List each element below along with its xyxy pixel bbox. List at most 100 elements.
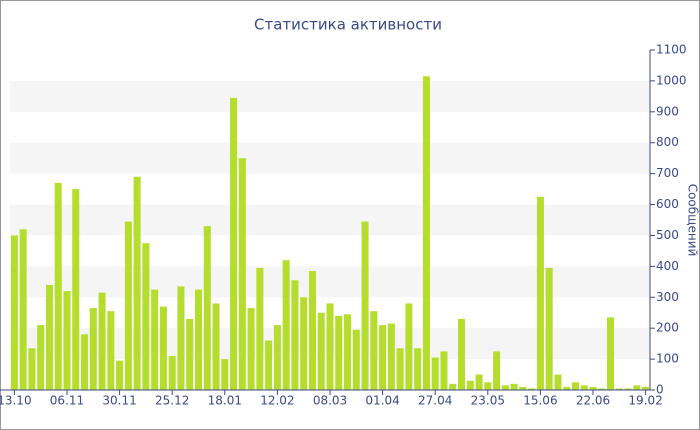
x-tick-label: 30.11: [102, 394, 136, 408]
bar: [28, 348, 36, 390]
bar: [615, 388, 623, 390]
bar: [308, 271, 316, 390]
y-tick-label: 1000: [656, 73, 687, 87]
bar: [422, 76, 430, 390]
bar: [265, 340, 273, 390]
x-tick-label: 12.02: [260, 394, 294, 408]
x-tick-label: 08.03: [313, 394, 347, 408]
y-tick-label: 800: [656, 135, 679, 149]
bar: [352, 329, 360, 390]
x-tick-label: 15.06: [523, 394, 557, 408]
bar: [493, 351, 501, 390]
y-tick-label: 1100: [656, 43, 687, 57]
bar: [37, 325, 45, 390]
bar: [519, 386, 527, 390]
grid-band: [10, 204, 650, 236]
bar: [221, 359, 229, 390]
bar: [458, 318, 466, 390]
bar: [475, 374, 483, 390]
bar: [107, 311, 115, 390]
bar: [536, 196, 544, 390]
bar: [273, 325, 281, 390]
bar: [528, 388, 536, 390]
bar: [230, 97, 238, 390]
chart-title: Статистика активности: [254, 16, 442, 34]
bar: [133, 176, 141, 390]
x-tick-label: 01.04: [365, 394, 399, 408]
bar: [335, 315, 343, 390]
x-tick-label: 27.04: [418, 394, 452, 408]
y-tick-label: 900: [656, 104, 679, 118]
bar: [256, 267, 264, 390]
bar: [177, 286, 185, 390]
bar: [370, 311, 378, 390]
y-tick-label: 100: [656, 352, 679, 366]
bar: [151, 289, 159, 390]
x-tick-label: 25.12: [155, 394, 189, 408]
y-tick-label: 600: [656, 197, 679, 211]
bar: [607, 317, 615, 390]
y-tick-label: 500: [656, 228, 679, 242]
bar: [10, 235, 18, 390]
bar: [203, 226, 211, 390]
bar: [89, 308, 97, 390]
x-tick-label: 06.11: [50, 394, 84, 408]
bar: [598, 388, 606, 390]
y-axis-label: Сообщений: [686, 184, 700, 257]
bar: [282, 260, 290, 390]
bar: [440, 351, 448, 390]
bar: [361, 221, 369, 390]
grid-band: [10, 80, 650, 112]
bar: [563, 386, 571, 390]
x-tick-label: 23.05: [471, 394, 505, 408]
bar: [291, 280, 299, 390]
bar: [554, 374, 562, 390]
y-tick-label: 200: [656, 321, 679, 335]
y-tick-label: 0: [656, 383, 664, 397]
x-tick-label: 22.06: [576, 394, 610, 408]
bar: [19, 229, 27, 390]
bar: [81, 334, 89, 390]
y-tick-label: 400: [656, 259, 679, 273]
bar: [54, 182, 62, 390]
bar: [212, 303, 220, 390]
bar: [431, 357, 439, 390]
bar: [396, 348, 404, 390]
bar: [159, 306, 167, 390]
bar: [379, 325, 387, 390]
bar: [63, 291, 71, 390]
bar: [501, 385, 509, 390]
bar: [466, 380, 474, 390]
x-tick-label: 19.02: [628, 394, 662, 408]
bar: [45, 284, 53, 390]
bar: [642, 386, 650, 390]
bar: [238, 158, 246, 390]
bar: [344, 314, 352, 390]
bar: [168, 356, 176, 390]
bar: [571, 382, 579, 390]
bar: [326, 303, 334, 390]
bar: [72, 189, 80, 390]
bar: [186, 318, 194, 390]
bar: [124, 221, 132, 390]
bar: [510, 383, 518, 390]
grid-band: [10, 266, 650, 298]
x-tick-label: 13.10: [0, 394, 32, 408]
x-tick-label: 18.01: [208, 394, 242, 408]
bar: [116, 360, 124, 390]
bar: [624, 388, 632, 390]
y-tick-label: 700: [656, 166, 679, 180]
bar: [545, 267, 553, 390]
bar: [633, 385, 641, 390]
bar: [589, 386, 597, 390]
bar: [247, 308, 255, 390]
bar: [317, 312, 325, 390]
grid-band: [10, 142, 650, 174]
bar: [580, 385, 588, 390]
bar: [405, 303, 413, 390]
bar: [387, 323, 395, 390]
bar: [449, 383, 457, 390]
bar: [194, 289, 202, 390]
bar: [300, 297, 308, 390]
